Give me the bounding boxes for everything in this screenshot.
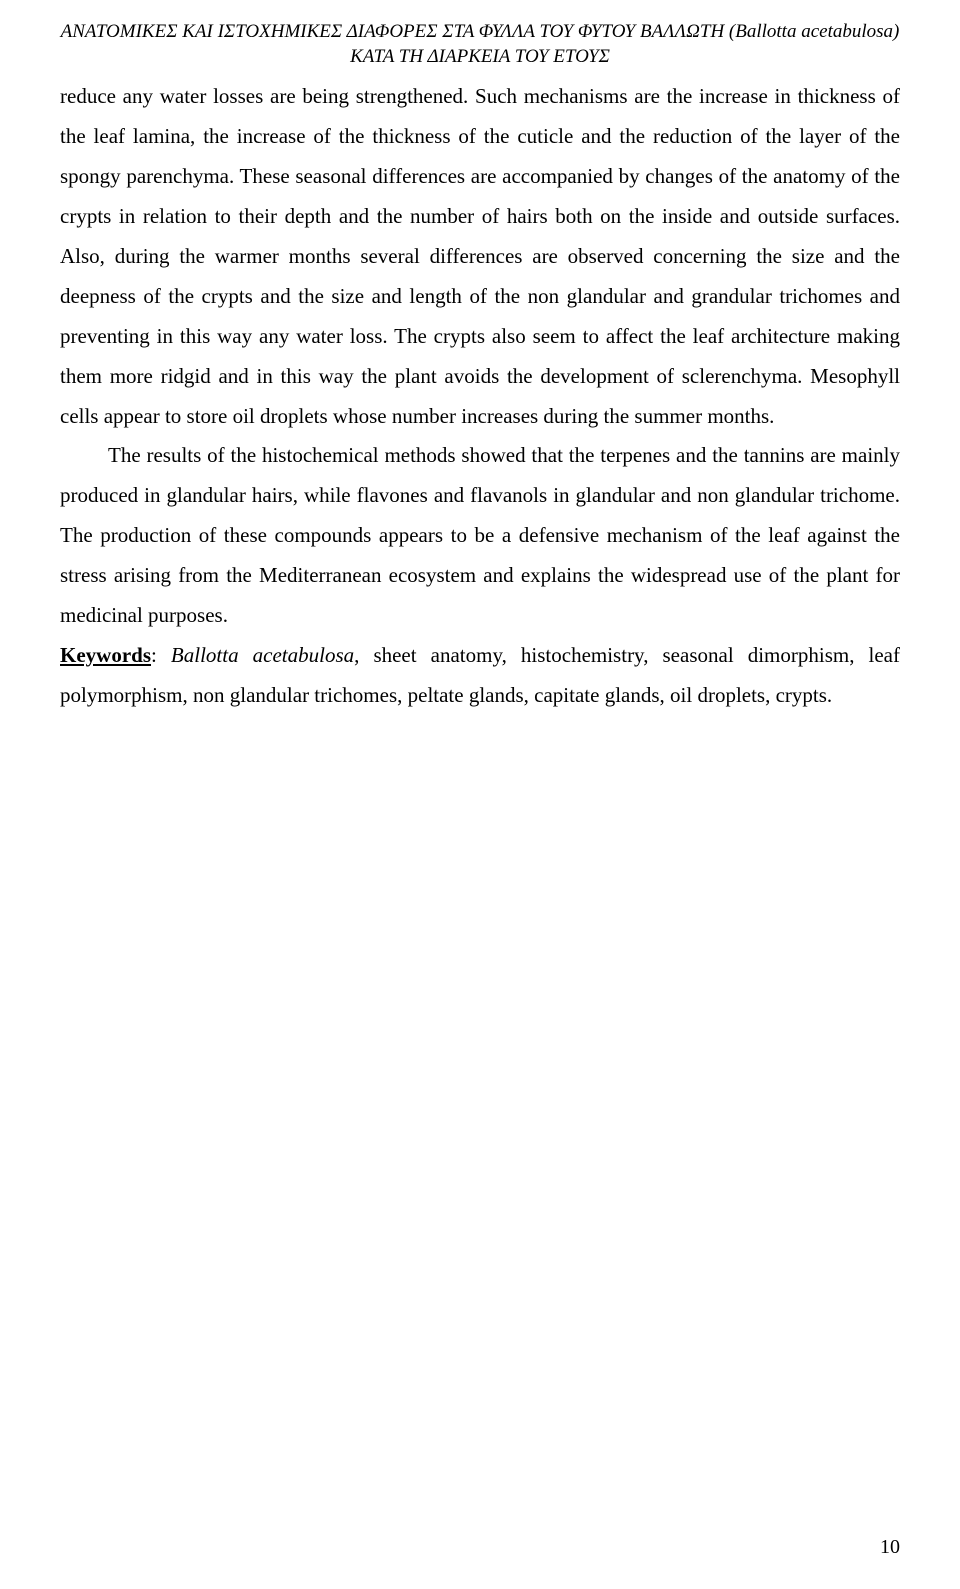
paragraph-2: The results of the histochemical methods… (60, 436, 900, 635)
paragraph-2-text: The results of the histochemical methods… (60, 443, 900, 627)
running-header: ΑΝΑΤΟΜΙΚΕΣ ΚΑΙ ΙΣΤΟΧΗΜΙΚΕΣ ΔΙΑΦΟΡΕΣ ΣΤΑ … (60, 20, 900, 69)
keywords-species: Ballotta acetabulosa (171, 643, 354, 667)
page-number-value: 10 (880, 1536, 900, 1558)
paragraph-1-text: reduce any water losses are being streng… (60, 84, 900, 427)
page-container: ΑΝΑΤΟΜΙΚΕΣ ΚΑΙ ΙΣΤΟΧΗΜΙΚΕΣ ΔΙΑΦΟΡΕΣ ΣΤΑ … (0, 0, 960, 1589)
keywords-separator: : (151, 643, 171, 667)
body-text: reduce any water losses are being streng… (60, 77, 900, 715)
keywords-block: Keywords: Ballotta acetabulosa, sheet an… (60, 636, 900, 716)
paragraph-1: reduce any water losses are being streng… (60, 77, 900, 436)
keywords-label: Keywords (60, 643, 151, 667)
page-number: 10 (880, 1536, 900, 1559)
header-text: ΑΝΑΤΟΜΙΚΕΣ ΚΑΙ ΙΣΤΟΧΗΜΙΚΕΣ ΔΙΑΦΟΡΕΣ ΣΤΑ … (61, 21, 900, 67)
